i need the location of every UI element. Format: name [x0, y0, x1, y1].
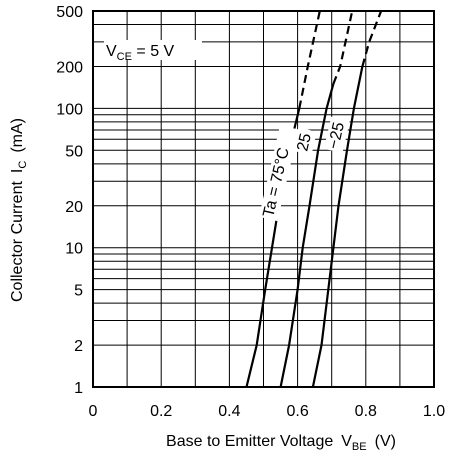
series-label-75: Ta = 75°C: [260, 146, 293, 219]
series-line-1: [279, 83, 335, 388]
series-dashed-0: [298, 10, 321, 109]
x-tick-label: 0.6: [286, 403, 308, 420]
plot-frame: [92, 10, 435, 388]
x-tick-labels: 0 0.2 0.4 0.6 0.8 1.0: [89, 403, 446, 420]
y-axis-label-text: Collector Current: [9, 181, 26, 302]
y-axis-label-sub: C: [17, 161, 29, 169]
series-label-25: 25: [294, 132, 315, 153]
series-label-minus25: −25: [325, 121, 348, 151]
y-tick-label: 200: [56, 59, 83, 76]
x-tick-label: 0: [89, 403, 98, 420]
x-axis-label-sub: BE: [352, 441, 367, 453]
y-axis-label: Collector Current IC (mA): [9, 118, 29, 302]
y-tick-label: 10: [65, 241, 83, 258]
y-tick-labels: 1 2 5 10 20 50 100 200 500: [56, 4, 83, 397]
x-tick-label: 0.2: [150, 403, 172, 420]
y-tick-label: 50: [65, 143, 83, 160]
series-line-2: [311, 66, 364, 388]
condition-prefix: V: [106, 43, 117, 60]
y-tick-label: 5: [74, 283, 83, 300]
x-axis-label-unit: (V): [375, 433, 396, 450]
x-axis-label-symbol: V: [341, 433, 352, 450]
y-axis-label-symbol: I: [9, 169, 26, 173]
x-tick-label: 0.8: [355, 403, 377, 420]
y-tick-label: 100: [56, 101, 83, 118]
y-axis-label-unit: (mA): [9, 118, 26, 153]
x-axis-label: Base to Emitter Voltage VBE (V): [166, 433, 396, 453]
x-tick-label: 0.4: [218, 403, 240, 420]
y-tick-label: 2: [74, 338, 83, 355]
condition-sub: CE: [117, 51, 132, 63]
x-tick-label: 1.0: [423, 403, 445, 420]
y-tick-label: 1: [74, 380, 83, 397]
series-dashed-2: [361, 10, 383, 67]
grid: [93, 11, 434, 387]
svg-text:VCE = 5 V: VCE = 5 V: [106, 43, 175, 63]
condition-label: VCE = 5 V: [104, 40, 202, 63]
condition-suffix: = 5 V: [132, 43, 175, 60]
x-axis-label-text: Base to Emitter Voltage: [166, 433, 333, 450]
series-dashed-1: [332, 10, 354, 85]
y-tick-label: 20: [65, 199, 83, 216]
y-tick-label: 500: [56, 4, 83, 21]
